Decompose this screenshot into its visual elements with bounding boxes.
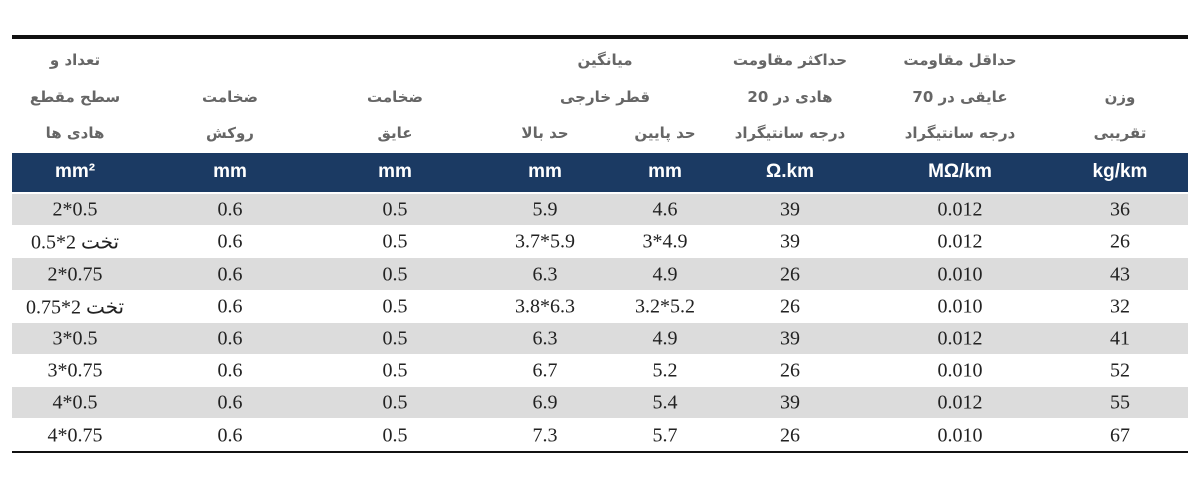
column-header: تقریبی [1093,124,1147,142]
table-cell: 39 [780,198,800,221]
table-cell: 3.8*6.3 [515,295,575,318]
table-cell: 4.9 [652,263,678,285]
unit-label: MΩ/km [928,161,992,182]
table-cell: 26 [780,263,800,285]
table-cell: 26 [1110,230,1130,253]
table-cell: 0.012 [937,230,983,253]
table-cell: 2*0.5 [52,198,98,221]
table-cell: 3.2*5.2 [635,295,695,318]
row-shade [12,387,1188,419]
table-cell: 5.7 [652,424,678,446]
table-cell: 67 [1110,424,1130,446]
column-header: سطح مقطع [29,88,121,106]
table-cell: 0.6 [217,263,243,285]
column-header: درجه سانتیگراد [734,124,846,142]
table-cell: 39 [780,391,800,414]
column-header: هادی در 20 [747,88,833,106]
unit-label: kg/km [1092,161,1148,182]
unit-label: mm [213,161,247,182]
table-cell: 3.7*5.9 [515,230,575,253]
table-cell: 4*0.75 [47,424,103,446]
row-shade [12,258,1188,290]
unit-label: mm² [54,161,96,182]
table-cell: 0.5 [382,359,408,382]
table-cell: 5.4 [652,391,678,414]
units-band [12,153,1188,192]
table-cell: 4.6 [652,198,678,221]
table-cell: 0.6 [217,391,243,414]
table-cell: تخت 2*0.5 [30,231,120,254]
column-header: عایق [377,124,413,142]
table-cell: 0.012 [937,198,983,221]
table-cell: 43 [1110,263,1130,285]
table-cell: 0.5 [382,295,408,318]
table-cell: 0.6 [217,295,243,318]
unit-label: Ω.km [766,161,814,182]
unit-label: mm [378,161,412,182]
column-header: حد بالا [521,124,569,142]
table-cell: 0.5 [382,230,408,253]
column-header: تعداد و [49,51,101,69]
table-cell: 6.7 [532,359,558,382]
table-cell: 26 [780,359,800,382]
table-cell: 0.5 [382,327,408,350]
table-cell: 0.6 [217,198,243,221]
table-cell: 32 [1110,295,1130,318]
table-cell: 0.5 [382,391,408,414]
table-cell: 0.5 [382,263,408,285]
table-cell: 55 [1110,391,1130,414]
table-cell: 39 [780,230,800,253]
table-cell: 3*4.9 [642,230,688,253]
row-shade [12,322,1188,354]
column-header: حد پایین [634,124,696,142]
table-cell: 0.012 [937,327,983,350]
group-header: قطر خارجی [559,88,651,106]
table-cell: 0.012 [937,391,983,414]
table-cell: 26 [780,424,800,446]
table-cell: 0.6 [217,327,243,350]
table-cell: 0.6 [217,230,243,253]
table-cell: 52 [1110,359,1130,382]
table-cell: 5.9 [532,198,558,221]
unit-label: mm [528,161,562,182]
table-cell: تخت 2*0.75 [25,296,125,319]
table-cell: 0.010 [937,295,983,318]
table-cell: 6.3 [532,327,558,350]
table-cell: 4.9 [652,327,678,350]
table-cell: 5.2 [652,359,678,382]
table-cell: 6.9 [532,391,558,414]
table-cell: 0.6 [217,359,243,382]
table-cell: 4*0.5 [52,391,98,414]
column-header: هادی ها [45,124,105,142]
table-cell: 7.3 [532,424,558,446]
table-cell: 0.010 [937,359,983,382]
table-cell: 0.010 [937,263,983,285]
row-shade [12,194,1188,226]
table-cell: 26 [780,295,800,318]
column-header: ضخامت [366,88,424,106]
table-cell: 0.5 [382,424,408,446]
column-header: وزن [1104,88,1136,106]
unit-label: mm [648,161,682,182]
table-cell: 0.6 [217,424,243,446]
top-rule [12,35,1188,39]
table-cell: 3*0.5 [52,327,98,350]
column-header: حداقل مقاومت [903,51,1017,69]
table-cell: 3*0.75 [47,359,103,382]
table-cell: 6.3 [532,263,558,285]
table-cell: 39 [780,327,800,350]
column-header: ضخامت [201,88,259,106]
column-header: روکش [206,124,254,142]
table-cell: 2*0.75 [47,263,103,285]
table-cell: 0.010 [937,424,983,446]
table-cell: 41 [1110,327,1130,350]
column-header: حداکثر مقاومت [732,51,848,69]
table-cell: 36 [1110,198,1130,221]
column-header: درجه سانتیگراد [904,124,1016,142]
bottom-rule [12,451,1188,453]
table-cell: 0.5 [382,198,408,221]
column-header: عایقی در 70 [912,88,1008,106]
group-header: میانگین [577,51,633,69]
